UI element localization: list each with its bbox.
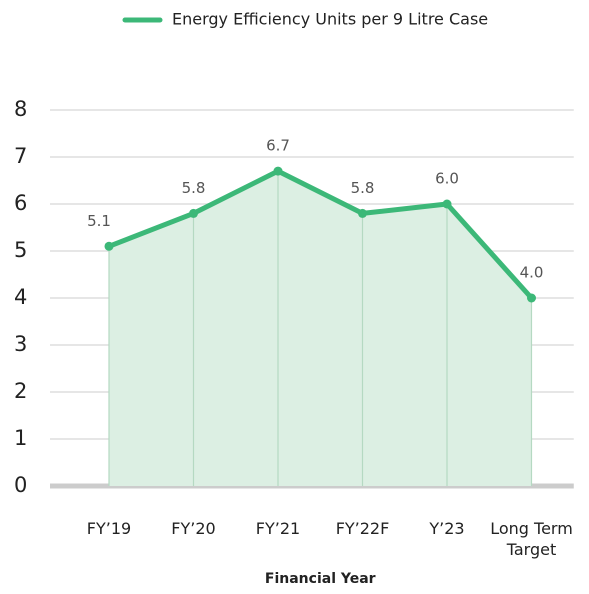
point — [104, 241, 114, 251]
point — [442, 199, 452, 209]
x-tick-label: FY’20 — [171, 519, 216, 538]
data-label: 6.0 — [435, 170, 459, 188]
x-tick-label: Long Term Target — [490, 519, 573, 559]
y-tick-label: 0 — [14, 473, 27, 497]
x-tick-label: FY’22F — [335, 519, 390, 538]
y-tick-label: 4 — [14, 285, 27, 309]
data-label: 6.7 — [266, 137, 290, 155]
data-label: 5.8 — [182, 179, 206, 197]
area — [109, 171, 532, 486]
point — [527, 293, 536, 303]
y-tick-label: 8 — [14, 97, 27, 121]
x-tick-label: FY’19 — [86, 519, 132, 538]
line — [108, 168, 534, 300]
y-tick-label: 7 — [14, 144, 27, 168]
y-tick-label: 6 — [14, 191, 27, 215]
x-axis-title: Financial Year — [264, 571, 376, 587]
legend-label: Energy Efficiency Units per 9 Litre Case — [172, 10, 488, 29]
point — [273, 166, 283, 176]
y-tick-label: 2 — [14, 379, 27, 403]
point — [189, 208, 198, 218]
x-tick-label: FY’21 — [255, 519, 301, 538]
data-label: 5.1 — [87, 212, 111, 230]
point — [358, 208, 367, 218]
data-label: 4.0 — [520, 264, 544, 282]
y-tick-label: 5 — [14, 238, 27, 262]
x-tick-label: Y’23 — [429, 519, 465, 538]
data-label: 5.8 — [351, 179, 375, 197]
y-tick-label: 1 — [14, 426, 27, 450]
y-tick-label: 3 — [14, 332, 27, 356]
